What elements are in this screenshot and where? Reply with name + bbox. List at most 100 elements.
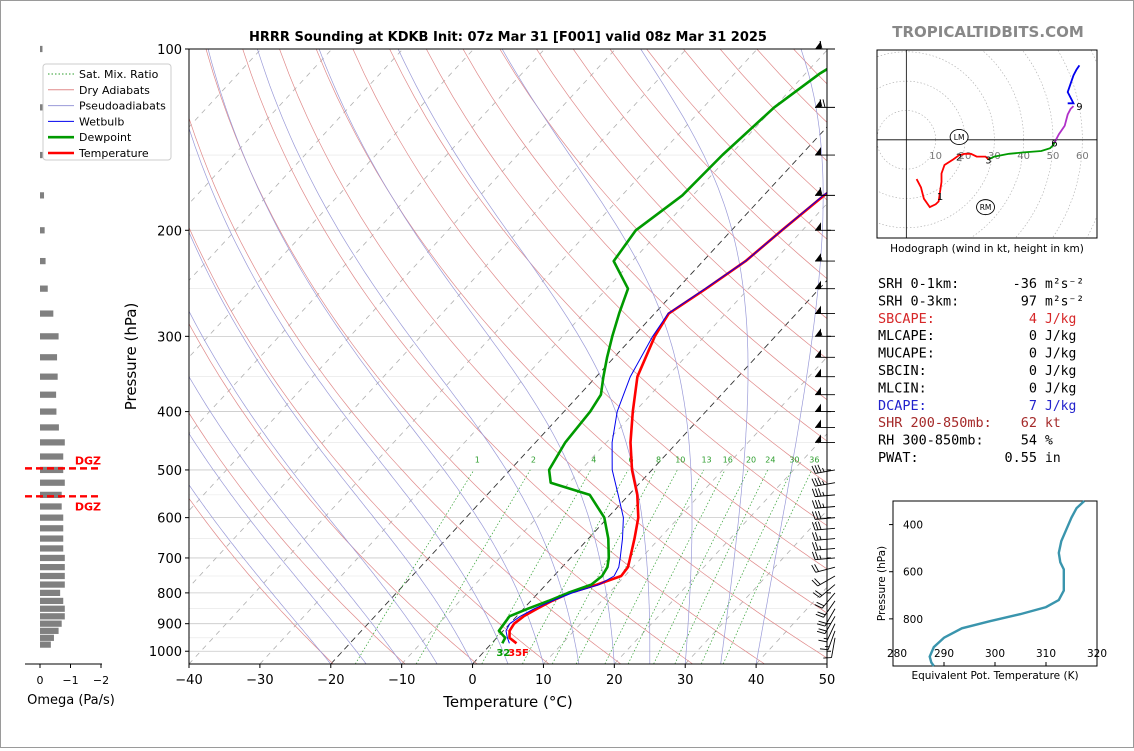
omega-tick-label: −2	[93, 674, 109, 687]
mixing-ratio-label: 13	[701, 456, 711, 465]
pseudoadiabat-line	[319, 49, 614, 664]
theta-e-x-label: 280	[887, 648, 907, 660]
omega-bar	[40, 333, 59, 339]
omega-bar	[40, 192, 44, 198]
wind-barb	[812, 478, 835, 487]
x-tick-label: −10	[388, 673, 415, 688]
wind-barb-full	[818, 612, 826, 615]
skewt-frame	[189, 49, 827, 664]
omega-bar	[40, 641, 51, 647]
wind-barb	[812, 542, 835, 550]
wind-barb	[815, 253, 835, 261]
isotherm-line	[827, 49, 1133, 664]
mixing-ratio-label: 36	[809, 456, 819, 465]
stat-value: 97	[1021, 293, 1037, 309]
mixing-ratio-label: 8	[656, 456, 661, 465]
stat-row: RH 300-850mb:54%	[878, 433, 1053, 449]
omega-bar	[40, 573, 65, 579]
y-tick-label: 100	[157, 43, 182, 58]
stat-unit: J/kg	[1045, 399, 1076, 414]
hodo-caption: Hodograph (wind in kt, height in km)	[890, 243, 1084, 255]
stat-label: SRH 0-3km:	[878, 293, 959, 309]
stat-unit: %	[1045, 434, 1053, 449]
wind-barb	[815, 41, 835, 49]
hodo-trace	[1055, 106, 1074, 143]
x-tick-label: 40	[748, 673, 765, 688]
wind-barb	[812, 552, 835, 560]
legend-label: Sat. Mix. Ratio	[79, 68, 159, 81]
hodo-height-label: 2	[956, 153, 962, 164]
wind-barb	[812, 532, 835, 540]
mixing-ratio-line	[482, 470, 591, 664]
wind-barb-full	[815, 522, 818, 530]
legend-label: Pseudoadiabats	[79, 100, 166, 113]
isotherm-line	[260, 49, 828, 664]
wind-barb	[815, 419, 835, 427]
dgz-label: DGZ	[75, 454, 101, 467]
wind-barb-half	[822, 481, 824, 485]
wind-barb	[812, 465, 835, 474]
wind-barb-flag	[815, 404, 821, 412]
stat-row: SRH 0-3km: 97 m²s⁻²	[878, 293, 1084, 309]
stat-value: 0	[1029, 380, 1037, 396]
omega-bar	[40, 480, 65, 486]
omega-bar	[40, 503, 62, 509]
chart-title: HRRR Sounding at KDKB Init: 07z Mar 31 […	[249, 30, 767, 45]
omega-bar	[40, 310, 53, 316]
wind-barb-half	[823, 492, 824, 496]
wind-barb-flag	[815, 419, 821, 427]
stat-value: 4	[1029, 311, 1037, 327]
isotherm-line	[756, 49, 1133, 664]
stat-value: 0.55	[1004, 450, 1037, 466]
hodo-ring-label: 50	[1047, 151, 1060, 162]
stat-unit: m²s⁻²	[1045, 294, 1084, 309]
wind-barb-half	[823, 504, 824, 508]
wind-barb	[812, 500, 835, 508]
wind-barb-half	[821, 332, 822, 336]
wind-barb-half	[820, 536, 821, 540]
wind-barb-full	[815, 465, 818, 473]
stat-value: 0	[1029, 328, 1037, 344]
stat-unit: J/kg	[1045, 329, 1076, 344]
wind-barb-half	[820, 546, 821, 550]
wind-barb-full	[812, 489, 815, 497]
stat-value: 7	[1029, 398, 1037, 414]
hodo-trace	[917, 154, 989, 207]
wind-barb-full	[812, 533, 815, 541]
omega-axis-label: Omega (Pa/s)	[27, 693, 115, 708]
isotherm-line	[189, 49, 757, 664]
y-tick-label: 200	[157, 224, 182, 239]
wind-barb-flag	[815, 328, 821, 336]
wind-barb-full	[817, 602, 824, 606]
omega-bar	[40, 286, 48, 292]
pseudoadiabat-line	[168, 49, 508, 664]
mixing-ratio-line	[628, 470, 725, 664]
stat-label: MLCAPE:	[878, 328, 935, 344]
x-tick-label: 0	[468, 673, 476, 688]
omega-bar	[40, 515, 63, 521]
wind-barb-full	[817, 631, 825, 633]
omega-bar	[40, 46, 42, 52]
hodo-trace	[1068, 65, 1080, 103]
wind-barb-full	[812, 479, 815, 487]
isotherm-line	[543, 49, 1111, 664]
omega-bar	[40, 408, 56, 414]
wind-barb-full	[818, 465, 821, 473]
y-tick-label: 700	[157, 552, 182, 567]
wind-barb	[812, 576, 835, 586]
hodo-ring-label: 60	[1076, 151, 1089, 162]
wind-barb-full	[812, 542, 815, 550]
pseudoadiabat-line	[134, 49, 473, 664]
theta-e-y-label: 600	[903, 567, 923, 579]
y-tick-label: 900	[157, 618, 182, 633]
wind-barb-full	[817, 624, 825, 626]
wind-barb-full	[815, 478, 818, 486]
wind-barb	[815, 349, 835, 357]
wind-barb-staff	[815, 470, 835, 473]
